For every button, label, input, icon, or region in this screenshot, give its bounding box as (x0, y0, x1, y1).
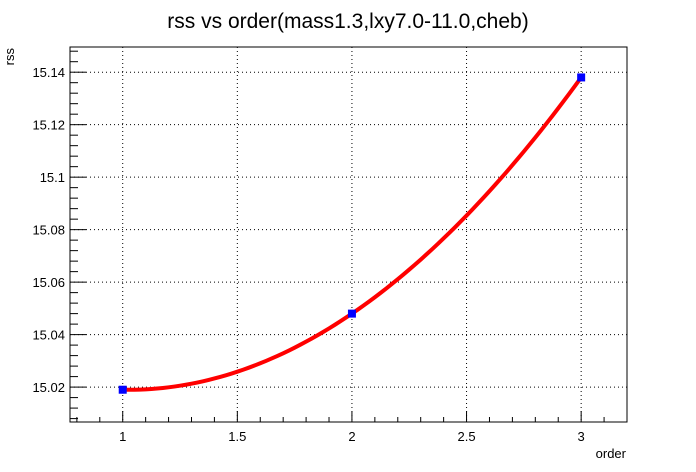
y-tick-label: 15.14 (32, 65, 65, 80)
y-tick-label: 15.04 (32, 328, 65, 343)
x-tick-label: 1 (119, 429, 126, 444)
y-tick-label: 15.1 (40, 170, 65, 185)
series-markers (118, 73, 586, 394)
tick-labels: 1 1.5 2 2.5 3 15.02 15.04 15.06 15.08 15.1 15.12 15… (32, 65, 584, 444)
data-point-marker (118, 385, 127, 394)
y-tick-label: 15.02 (32, 380, 65, 395)
data-point-marker (577, 73, 586, 82)
x-tick-label: 1.5 (228, 429, 246, 444)
plot-frame (69, 46, 628, 423)
axis-ticks (70, 50, 628, 422)
y-tick-label: 15.12 (32, 118, 65, 133)
chart-title: rss vs order(mass1.3,lxy7.0-11.0,cheb) (167, 10, 528, 33)
y-tick-label: 15.06 (32, 275, 65, 290)
x-tick-label: 2 (348, 429, 355, 444)
x-tick-label: 3 (578, 429, 585, 444)
x-axis-label: order (596, 446, 627, 461)
grid (70, 47, 627, 422)
y-axis-label: rss (2, 48, 17, 66)
data-point-marker (347, 309, 356, 318)
x-tick-label: 2.5 (458, 429, 476, 444)
y-tick-label: 15.08 (32, 223, 65, 238)
series-line (120, 75, 584, 392)
